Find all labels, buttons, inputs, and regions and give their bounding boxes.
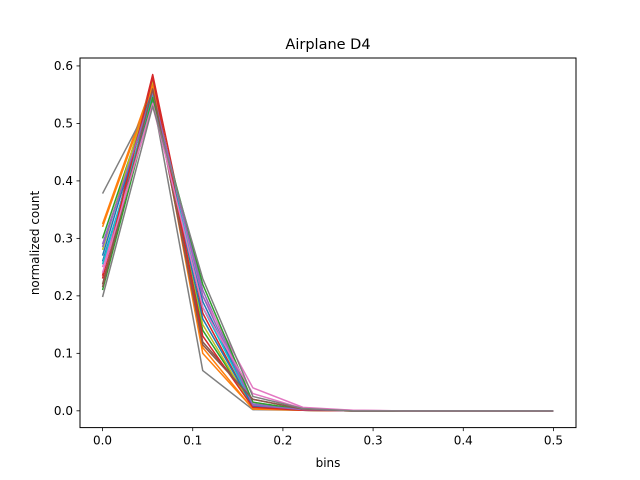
plot-frame xyxy=(79,57,577,429)
y-tick-label: 0.5 xyxy=(54,117,73,131)
x-tick-label: 0.5 xyxy=(544,434,563,448)
y-tick-label: 0.0 xyxy=(54,404,73,418)
chart-title: Airplane D4 xyxy=(285,37,370,53)
y-tick-label: 0.1 xyxy=(54,347,73,361)
y-tick-label: 0.3 xyxy=(54,232,73,246)
y-tick-label: 0.4 xyxy=(54,174,73,188)
x-tick-label: 0.4 xyxy=(454,434,473,448)
x-tick-label: 0.3 xyxy=(364,434,383,448)
y-tick-label: 0.2 xyxy=(54,289,73,303)
series-layer xyxy=(101,73,554,412)
y-axis: 0.0 0.1 0.2 0.3 0.4 0.5 0.6 xyxy=(54,59,80,418)
x-tick-label: 0.1 xyxy=(183,434,202,448)
series-line-18 xyxy=(101,105,554,412)
x-tick-label: 0.0 xyxy=(93,434,112,448)
x-axis-label: bins xyxy=(316,456,341,470)
y-tick-label: 0.6 xyxy=(54,59,73,73)
x-axis: 0.0 0.1 0.2 0.3 0.4 0.5 xyxy=(93,427,563,448)
x-tick-label: 0.2 xyxy=(273,434,292,448)
y-axis-label: normalized count xyxy=(28,191,42,296)
